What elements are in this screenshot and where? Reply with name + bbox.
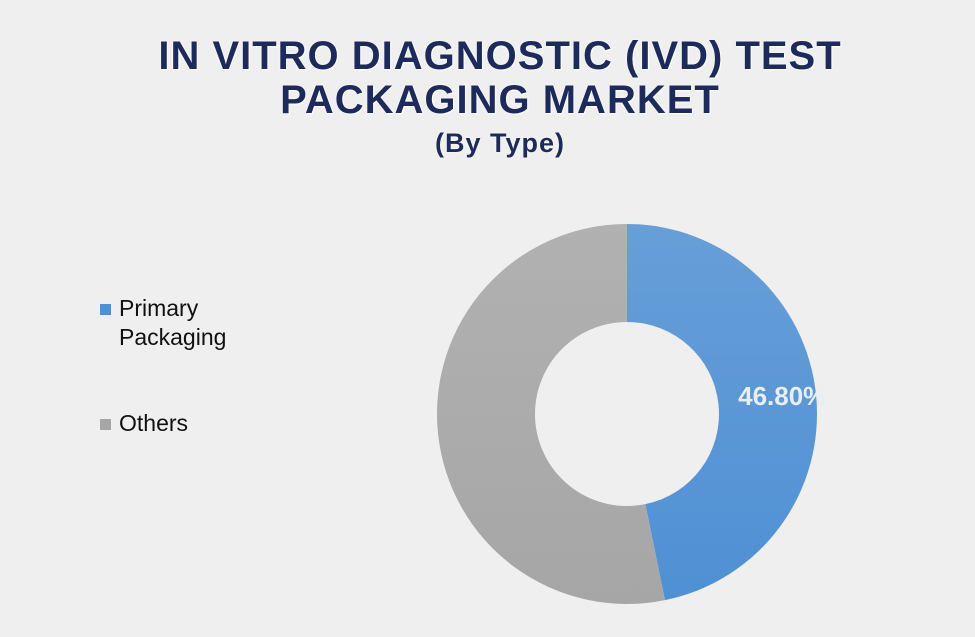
legend-swatch xyxy=(100,419,111,430)
legend-label: Others xyxy=(119,410,189,436)
legend-item: Primary Packaging xyxy=(100,294,279,352)
legend-swatch xyxy=(100,304,111,315)
donut-slice xyxy=(627,224,818,601)
legend-label: Primary Packaging xyxy=(119,295,227,350)
chart-subtitle: (By Type) xyxy=(434,128,565,158)
chart-title: IN VITRO DIAGNOSTIC (IVD) TEST PACKAGING… xyxy=(158,34,842,122)
donut-slice xyxy=(437,224,665,605)
value-label: 46.80% xyxy=(738,381,826,411)
legend-item: Others xyxy=(100,409,279,438)
